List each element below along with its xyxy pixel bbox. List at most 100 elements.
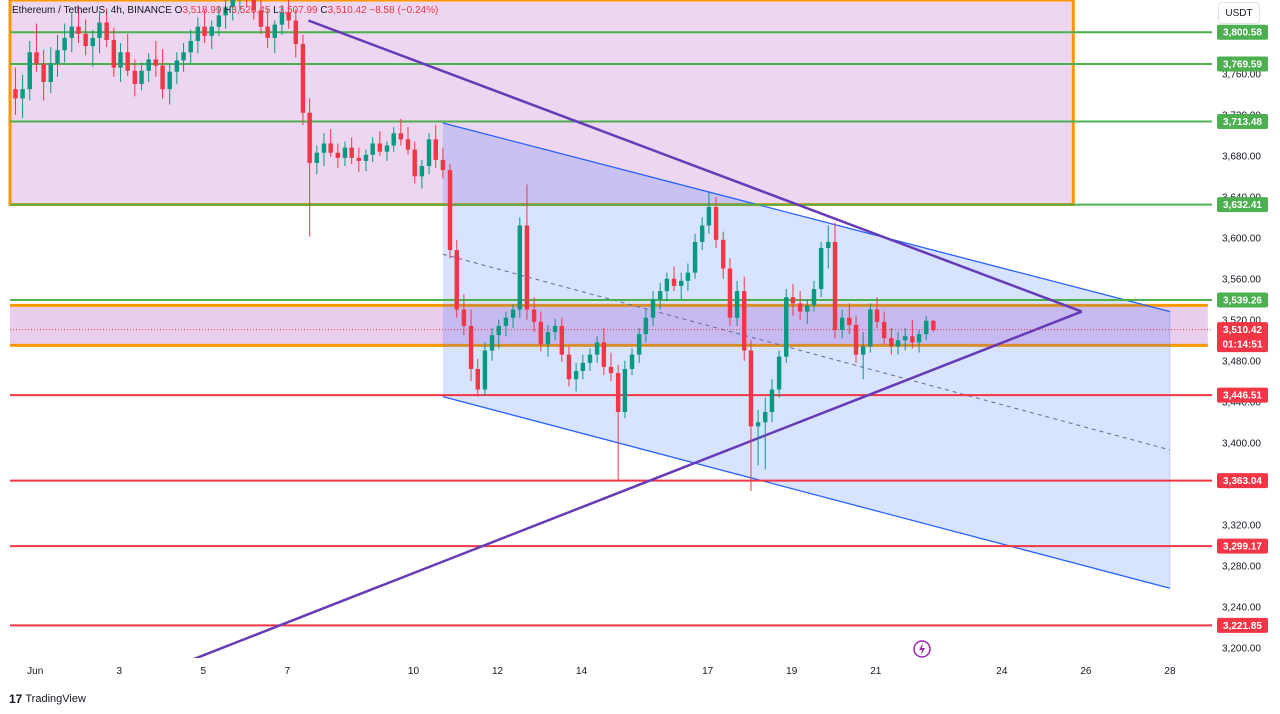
x-tick-label: 3	[116, 666, 122, 677]
high-label: H	[224, 5, 232, 16]
candle-body	[601, 342, 607, 367]
open-label: O	[174, 5, 183, 16]
low-value: 3,507.99	[278, 5, 318, 16]
candle-body	[699, 225, 705, 242]
candle-body	[475, 368, 480, 390]
candle-body	[20, 89, 25, 99]
support-tag: 3,363.04	[1223, 476, 1262, 487]
x-tick-label: 10	[408, 666, 420, 677]
current-price-tag-countdown: 01:14:51	[1222, 340, 1262, 351]
y-tick-label: 3,600.00	[1222, 233, 1261, 244]
candle-body	[111, 39, 117, 68]
change-value: −8.58 (−0.24%)	[369, 5, 439, 16]
candle-body	[860, 346, 866, 355]
candle-body	[321, 143, 327, 153]
open-value: 3,518.99	[182, 5, 222, 16]
replay-flash-icon-bolt	[919, 643, 925, 655]
x-tick-label: 24	[996, 666, 1008, 677]
y-tick-label: 3,280.00	[1222, 561, 1261, 572]
demand-zone	[10, 305, 1208, 346]
low-label: L	[273, 5, 279, 16]
candle-body	[706, 207, 712, 226]
candle-body	[615, 373, 621, 413]
close-value: 3,510.42	[327, 5, 367, 16]
candle-body	[174, 60, 180, 72]
candle-body	[839, 317, 845, 331]
resistance-tag: 3,800.58	[1223, 28, 1262, 39]
candle-body	[503, 317, 509, 326]
candle-body	[314, 152, 320, 163]
candle-body	[335, 152, 341, 158]
candle-body	[566, 354, 572, 380]
support-tag: 3,446.51	[1223, 391, 1262, 402]
currency-unit-button[interactable]: USDT	[1218, 2, 1260, 24]
candle-body	[931, 320, 936, 331]
candle-body	[41, 63, 46, 82]
candle-body	[104, 22, 109, 40]
replay-flash-icon	[913, 640, 931, 658]
candle-body	[622, 368, 628, 413]
tradingview-logo[interactable]: 17 TradingView	[9, 692, 86, 706]
candle-body	[202, 26, 207, 36]
candle-body	[426, 139, 432, 167]
supply-zone	[8, 0, 1075, 207]
candle-body	[538, 321, 544, 345]
candle-body	[118, 52, 123, 68]
candle-body	[27, 52, 32, 90]
candle-body	[55, 50, 60, 64]
candle-body	[671, 278, 677, 286]
resistance-tag-bg	[1217, 292, 1268, 308]
symbol-name: Ethereum / TetherUS, 4h, BINANCE	[12, 5, 172, 16]
candle-body	[377, 143, 383, 152]
candle-body	[90, 37, 96, 47]
support-tag: 3,221.85	[1223, 621, 1262, 632]
candle-body	[167, 71, 172, 90]
symbol-legend: Ethereum / TetherUS, 4h, BINANCE O3,518.…	[12, 5, 438, 16]
candle-body	[384, 145, 390, 152]
candle-body	[916, 334, 922, 343]
channel-mid-line	[442, 253, 1171, 451]
candle-body	[805, 305, 810, 312]
candle-body	[657, 291, 663, 300]
candle-body	[685, 272, 691, 281]
resistance-tag-bg	[1217, 56, 1268, 72]
candle-body	[734, 291, 740, 318]
candle-body	[748, 350, 754, 427]
candle-body	[742, 291, 747, 351]
support-tag: 3,299.17	[1223, 542, 1262, 553]
candle-body	[692, 241, 698, 273]
candle-body	[818, 248, 824, 290]
resistance-tag: 3,769.59	[1223, 59, 1262, 70]
candle-body	[580, 362, 586, 372]
resistance-tag-bg	[1217, 24, 1268, 40]
candle-body	[910, 336, 915, 343]
candle-body	[868, 309, 873, 347]
channel-fill	[442, 122, 1170, 589]
candle-body	[286, 12, 291, 21]
candle-body	[826, 241, 831, 249]
candle-body	[230, 0, 235, 8]
y-tick-label: 3,760.00	[1222, 69, 1261, 80]
candle-body	[832, 241, 838, 331]
candle-body	[889, 338, 894, 347]
triangle-upper-line	[307, 19, 1083, 313]
resistance-tag: 3,539.26	[1223, 296, 1262, 307]
candle-body	[216, 15, 222, 27]
candle-body	[349, 147, 354, 158]
x-tick-label: 17	[702, 666, 714, 677]
candle-body	[755, 422, 761, 427]
candle-body	[433, 139, 438, 160]
candle-body	[874, 309, 880, 322]
candle-body	[398, 133, 404, 140]
channel-lower-line	[442, 396, 1171, 589]
tradingview-name: TradingView	[25, 693, 86, 705]
candle-body	[769, 389, 775, 413]
candle-body	[209, 26, 214, 36]
resistance-tag-bg	[1217, 113, 1268, 129]
candle-body	[328, 143, 333, 153]
candle-body	[160, 65, 165, 90]
candle-body	[34, 52, 39, 64]
candle-body	[412, 149, 417, 177]
